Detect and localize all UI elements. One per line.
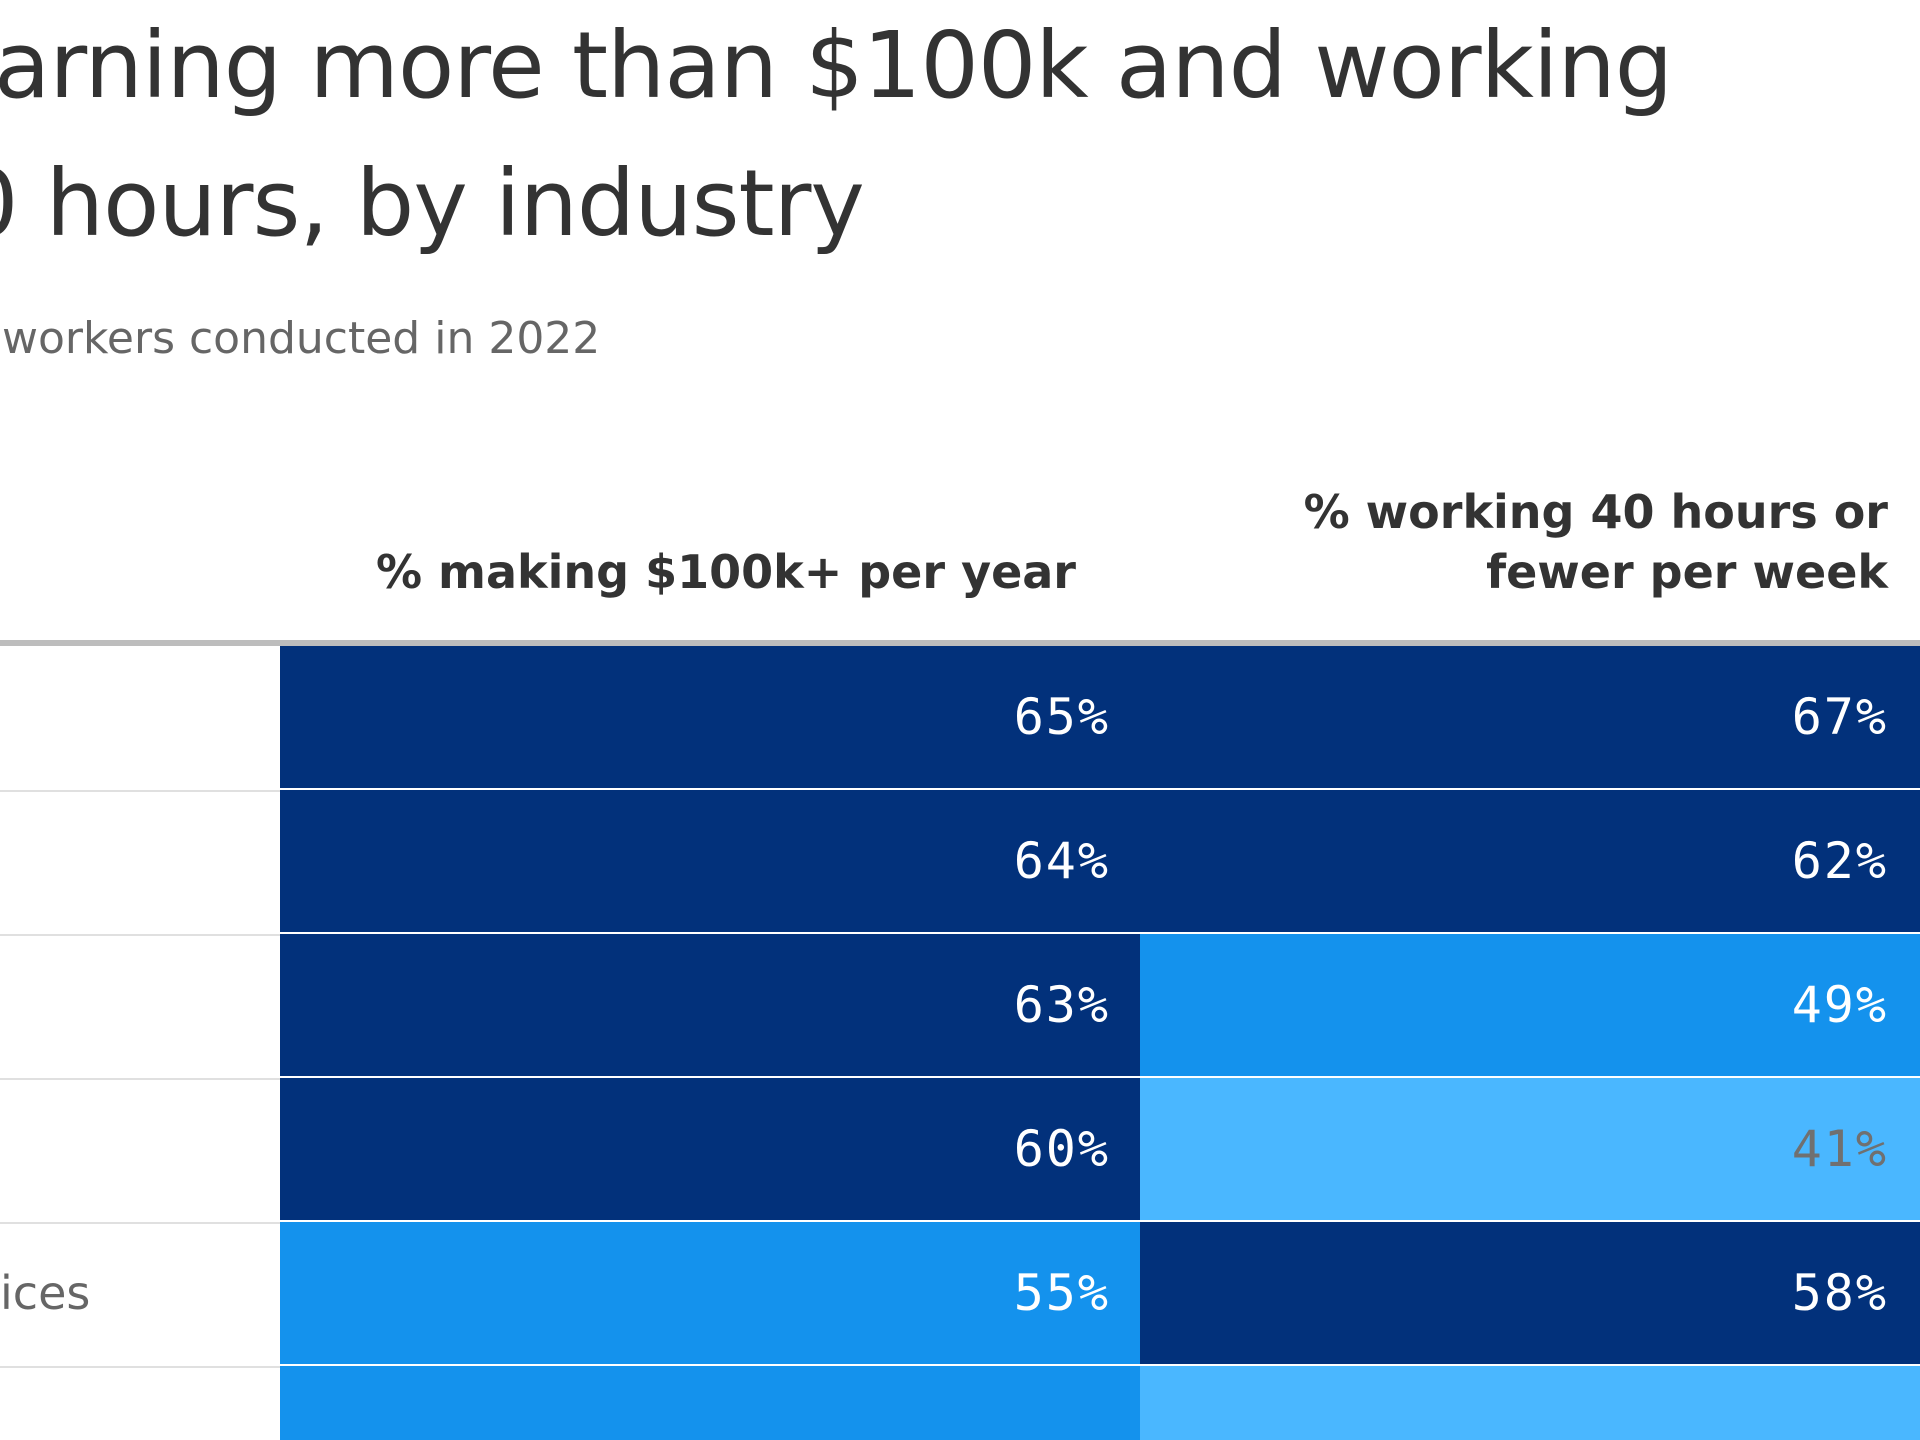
income-cell: 55% bbox=[280, 1222, 1140, 1364]
row-label: ices bbox=[0, 1266, 91, 1320]
income-cell: 63% bbox=[280, 934, 1140, 1076]
table-row bbox=[0, 1366, 1920, 1440]
column-header-income: % making $100k+ per year bbox=[375, 545, 1076, 599]
row-divider bbox=[0, 1366, 280, 1368]
row-divider bbox=[0, 1078, 280, 1080]
chart-subtitle: workers conducted in 2022 bbox=[2, 313, 601, 364]
income-cell: 60% bbox=[280, 1078, 1140, 1220]
row-divider bbox=[0, 934, 280, 936]
income-cell: 64% bbox=[280, 790, 1140, 932]
hours-cell: 67% bbox=[1140, 646, 1920, 788]
hours-cell bbox=[1140, 1366, 1920, 1440]
income-cell bbox=[280, 1366, 1140, 1440]
hours-cell: 41% bbox=[1140, 1078, 1920, 1220]
chart-title-line-2: 0 hours, by industry bbox=[0, 150, 865, 257]
table-row: 65% 67% bbox=[0, 646, 1920, 792]
income-cell: 65% bbox=[280, 646, 1140, 788]
table-row: 64% 62% bbox=[0, 790, 1920, 936]
hours-cell: 49% bbox=[1140, 934, 1920, 1076]
hours-cell: 58% bbox=[1140, 1222, 1920, 1364]
data-table: 65% 67% 64% 62% 63% 49% 60% 41% ices 55% 58% bbox=[0, 646, 1920, 1440]
hours-cell: 62% bbox=[1140, 790, 1920, 932]
table-row: 63% 49% bbox=[0, 934, 1920, 1080]
table-row: 60% 41% bbox=[0, 1078, 1920, 1224]
table-row: ices 55% 58% bbox=[0, 1222, 1920, 1368]
row-divider bbox=[0, 1222, 280, 1224]
row-divider bbox=[0, 790, 280, 792]
chart-title-line-1: arning more than $100k and working bbox=[0, 12, 1673, 119]
column-header-hours-line-2: fewer per week bbox=[1486, 545, 1888, 599]
column-header-hours-line-1: % working 40 hours or bbox=[1303, 485, 1888, 539]
header-rule bbox=[0, 640, 1920, 646]
column-header-hours: % working 40 hours or fewer per week bbox=[1304, 482, 1888, 602]
